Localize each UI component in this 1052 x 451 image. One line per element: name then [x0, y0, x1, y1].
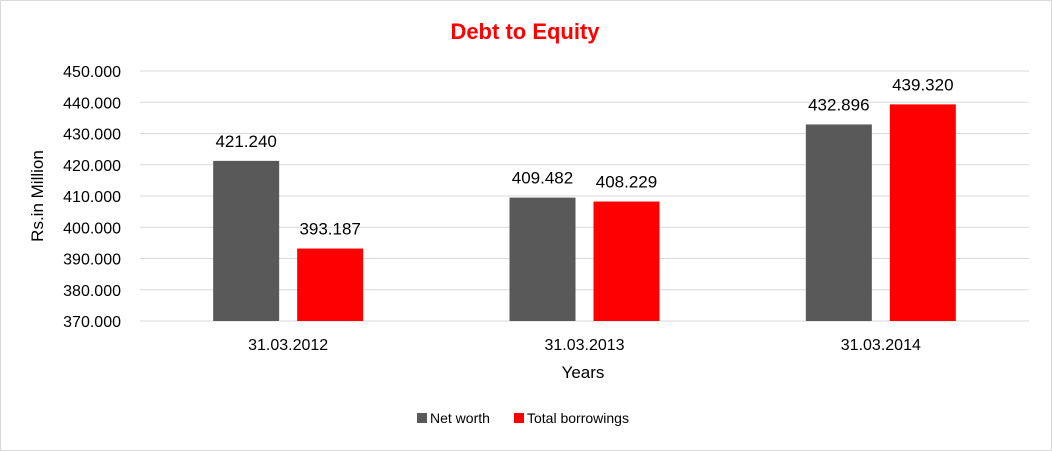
legend-swatch: [514, 413, 524, 423]
y-tick-label: 440.000: [63, 95, 121, 112]
data-label: 408.229: [596, 173, 657, 192]
data-labels: 421.240 393.187 409.482 408.229 432.896 439.3…: [215, 75, 953, 238]
bar-total-borrowings: [297, 248, 364, 321]
y-tick-label: 400.000: [63, 220, 121, 237]
bar-total-borrowings: [593, 201, 660, 321]
chart-title: Debt to Equity: [450, 19, 600, 44]
data-label: 393.187: [299, 220, 360, 239]
bar-total-borrowings: [889, 104, 956, 321]
bar-net-worth: [509, 197, 576, 321]
y-axis-ticks: 370.000 380.000 390.000 400.000 410.000 420.0…: [63, 64, 121, 331]
data-label: 409.482: [512, 169, 573, 188]
y-tick-label: 430.000: [63, 127, 121, 144]
legend-swatch: [417, 413, 427, 423]
legend: Net worth Total borrowings: [417, 410, 629, 426]
legend-label: Total borrowings: [527, 410, 629, 426]
gridlines: [140, 70, 1029, 322]
y-tick-label: 370.000: [63, 314, 121, 331]
x-axis-ticks: 31.03.2012 31.03.2013 31.03.2014: [248, 337, 921, 354]
legend-label: Net worth: [430, 410, 490, 426]
y-tick-label: 450.000: [63, 64, 121, 81]
data-label: 421.240: [215, 132, 276, 151]
bar-net-worth: [213, 160, 280, 321]
x-tick-label: 31.03.2012: [248, 337, 328, 354]
bar-net-worth: [805, 124, 872, 321]
x-axis-title: Years: [562, 363, 605, 382]
y-axis-title: Rs.in Million: [28, 150, 47, 242]
y-tick-label: 410.000: [63, 189, 121, 206]
x-tick-label: 31.03.2014: [841, 337, 921, 354]
x-tick-label: 31.03.2013: [544, 337, 624, 354]
y-tick-label: 420.000: [63, 158, 121, 175]
data-label: 432.896: [808, 95, 869, 114]
y-tick-label: 380.000: [63, 283, 121, 300]
bars: [213, 104, 956, 321]
y-tick-label: 390.000: [63, 252, 121, 269]
data-label: 439.320: [892, 75, 953, 94]
